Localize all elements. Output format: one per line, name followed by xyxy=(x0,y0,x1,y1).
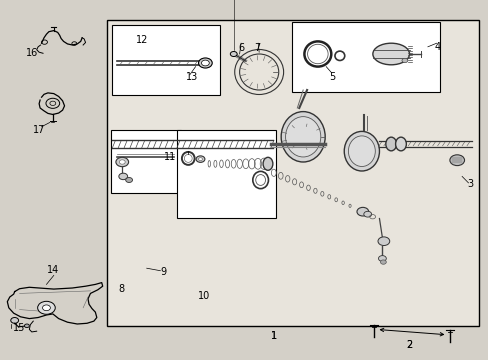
Circle shape xyxy=(11,318,19,323)
Text: 14: 14 xyxy=(46,265,59,275)
Bar xyxy=(177,130,276,218)
Circle shape xyxy=(42,305,50,311)
Text: 5: 5 xyxy=(329,72,335,82)
Circle shape xyxy=(38,301,55,314)
Circle shape xyxy=(198,158,202,161)
Text: 1: 1 xyxy=(270,330,276,341)
Ellipse shape xyxy=(281,112,325,162)
Circle shape xyxy=(377,237,389,246)
Ellipse shape xyxy=(285,117,320,157)
Text: 16: 16 xyxy=(25,48,38,58)
Circle shape xyxy=(380,260,386,264)
Circle shape xyxy=(196,156,204,162)
Circle shape xyxy=(230,51,237,57)
Bar xyxy=(111,130,181,193)
Circle shape xyxy=(363,211,371,217)
Circle shape xyxy=(378,256,386,261)
Circle shape xyxy=(24,324,29,328)
FancyBboxPatch shape xyxy=(110,59,119,67)
Circle shape xyxy=(356,207,368,216)
Bar xyxy=(106,20,478,326)
Ellipse shape xyxy=(385,137,396,151)
Text: 15: 15 xyxy=(13,323,26,333)
Circle shape xyxy=(119,173,127,180)
Text: 6: 6 xyxy=(238,42,244,53)
Ellipse shape xyxy=(344,131,379,171)
Text: 2: 2 xyxy=(406,340,412,350)
Text: 13: 13 xyxy=(185,72,198,82)
Circle shape xyxy=(125,177,132,183)
Ellipse shape xyxy=(395,137,406,151)
Text: 3: 3 xyxy=(466,179,472,189)
Ellipse shape xyxy=(263,157,272,170)
Text: 9: 9 xyxy=(161,267,166,277)
Ellipse shape xyxy=(372,43,409,65)
Text: 12: 12 xyxy=(135,35,148,45)
Circle shape xyxy=(116,157,128,167)
Text: 2: 2 xyxy=(406,340,412,350)
Circle shape xyxy=(198,58,212,68)
Circle shape xyxy=(119,160,125,164)
Text: 8: 8 xyxy=(118,284,124,294)
Text: 7: 7 xyxy=(254,42,260,53)
Text: 17: 17 xyxy=(33,125,45,135)
Text: 4: 4 xyxy=(434,42,440,52)
Circle shape xyxy=(449,155,464,166)
Bar xyxy=(112,25,220,95)
Text: 11: 11 xyxy=(163,152,176,162)
Text: 1: 1 xyxy=(270,330,276,341)
Circle shape xyxy=(401,58,407,63)
Circle shape xyxy=(201,60,209,66)
Text: 10: 10 xyxy=(198,291,210,301)
Ellipse shape xyxy=(347,136,375,167)
Bar xyxy=(292,22,439,92)
